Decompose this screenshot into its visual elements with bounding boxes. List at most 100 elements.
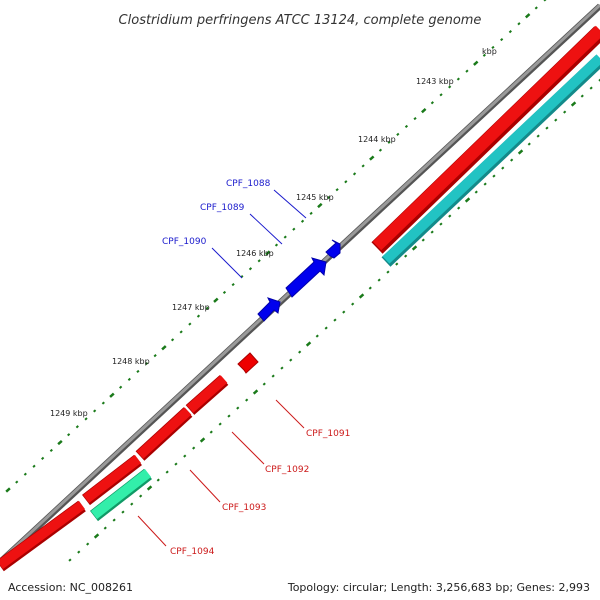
gene-label-cpf-1088[interactable]: CPF_1088 xyxy=(226,179,271,189)
minor-tick xyxy=(545,126,549,130)
minor-tick xyxy=(245,398,249,402)
gene-cpf-1094-arrow[interactable] xyxy=(82,454,142,506)
minor-tick xyxy=(465,69,469,73)
minor-tick xyxy=(67,433,71,437)
minor-tick xyxy=(456,77,460,81)
major-tick xyxy=(199,437,206,443)
minor-tick xyxy=(344,180,348,184)
minor-tick xyxy=(510,158,514,162)
major-tick xyxy=(411,245,418,251)
minor-tick xyxy=(231,282,235,287)
minor-tick xyxy=(543,0,547,2)
minor-tick xyxy=(280,366,284,370)
minor-tick xyxy=(32,464,36,468)
tick-label: 1247 kbp xyxy=(172,303,210,312)
minor-tick xyxy=(361,164,365,168)
minor-tick xyxy=(483,182,487,186)
major-tick xyxy=(146,485,153,491)
minor-tick xyxy=(430,230,434,234)
minor-tick xyxy=(236,406,240,410)
gene-cpf-1093-arrow[interactable] xyxy=(135,407,193,461)
gene-cpf-1088-arrow[interactable] xyxy=(325,239,341,259)
minor-tick xyxy=(404,254,408,258)
rna-feature[interactable] xyxy=(90,468,152,522)
minor-tick xyxy=(439,93,443,97)
minor-tick xyxy=(262,382,266,386)
minor-tick xyxy=(144,361,149,366)
major-tick xyxy=(369,155,375,161)
major-tick xyxy=(213,297,219,303)
reverse-feature-large[interactable] xyxy=(371,25,600,254)
minor-tick xyxy=(333,318,337,322)
minor-tick xyxy=(165,470,169,474)
gene-cpf-1092-arrow[interactable] xyxy=(185,375,229,415)
minor-tick xyxy=(482,53,486,57)
gene-label-cpf-1090[interactable]: CPF_1090 xyxy=(162,237,207,247)
minor-tick xyxy=(554,118,558,122)
major-tick xyxy=(517,149,524,155)
minor-tick xyxy=(86,542,90,546)
minor-tick xyxy=(448,214,452,218)
minor-tick xyxy=(421,238,425,242)
minor-tick xyxy=(292,227,296,231)
minor-tick xyxy=(430,101,434,105)
minor-tick xyxy=(413,116,417,121)
minor-tick xyxy=(283,235,287,239)
minor-tick xyxy=(335,188,339,192)
minor-tick xyxy=(170,338,175,342)
minor-tick xyxy=(227,414,231,418)
minor-tick xyxy=(156,478,160,482)
minor-tick xyxy=(404,124,409,129)
minor-tick xyxy=(139,494,143,498)
tick-label: 1249 kbp xyxy=(50,409,88,418)
tick-marks xyxy=(5,0,600,562)
major-tick xyxy=(305,341,312,347)
gene-label-cpf-1092[interactable]: CPF_1092 xyxy=(265,465,309,475)
minor-tick xyxy=(101,401,105,405)
minor-tick xyxy=(68,558,72,562)
minor-tick xyxy=(500,37,504,42)
gene-label-cpf-1094[interactable]: CPF_1094 xyxy=(170,547,215,557)
minor-tick xyxy=(368,286,372,290)
gene-label-cpf-1089[interactable]: CPF_1089 xyxy=(200,203,245,213)
major-tick xyxy=(109,392,115,398)
major-tick xyxy=(161,345,167,351)
minor-tick xyxy=(274,243,279,247)
minor-tick xyxy=(209,430,213,434)
minor-tick xyxy=(192,446,196,450)
minor-tick xyxy=(324,326,328,330)
reverse-feature-bottom-left[interactable] xyxy=(0,500,86,572)
label-callouts xyxy=(137,189,307,547)
minor-tick xyxy=(174,462,178,466)
minor-tick xyxy=(205,306,209,310)
minor-tick xyxy=(501,166,505,170)
minor-tick xyxy=(112,518,116,522)
gene-cpf-1089-arrow[interactable] xyxy=(285,257,327,298)
accession-text: Accession: NC_008261 xyxy=(8,581,134,594)
minor-tick xyxy=(257,259,261,263)
minor-tick xyxy=(119,385,123,389)
minor-tick xyxy=(448,85,452,89)
gene-cpf-1091-arrow[interactable] xyxy=(237,352,259,374)
minor-tick xyxy=(136,369,140,374)
minor-tick xyxy=(77,550,81,554)
gene-cpf-1090-arrow[interactable] xyxy=(257,297,281,322)
major-tick xyxy=(317,202,323,209)
tick-label: 1245 kbp xyxy=(296,193,334,202)
minor-tick xyxy=(534,6,538,10)
gene-label-cpf-1091[interactable]: CPF_1091 xyxy=(306,429,350,439)
tick-label: 1246 kbp xyxy=(236,249,274,258)
tick-label: 1243 kbp xyxy=(416,77,454,86)
minor-tick xyxy=(492,174,496,178)
minor-tick xyxy=(298,350,302,354)
map-title: Clostridium perfringens ATCC 13124, comp… xyxy=(119,13,482,28)
minor-tick xyxy=(121,510,125,514)
minor-tick xyxy=(457,206,461,210)
minor-tick xyxy=(153,354,157,358)
major-tick xyxy=(5,487,11,493)
minor-tick xyxy=(183,454,187,458)
gene-label-cpf-1093[interactable]: CPF_1093 xyxy=(222,503,266,513)
tick-label: 1244 kbp xyxy=(358,135,396,144)
minor-tick xyxy=(315,334,319,338)
